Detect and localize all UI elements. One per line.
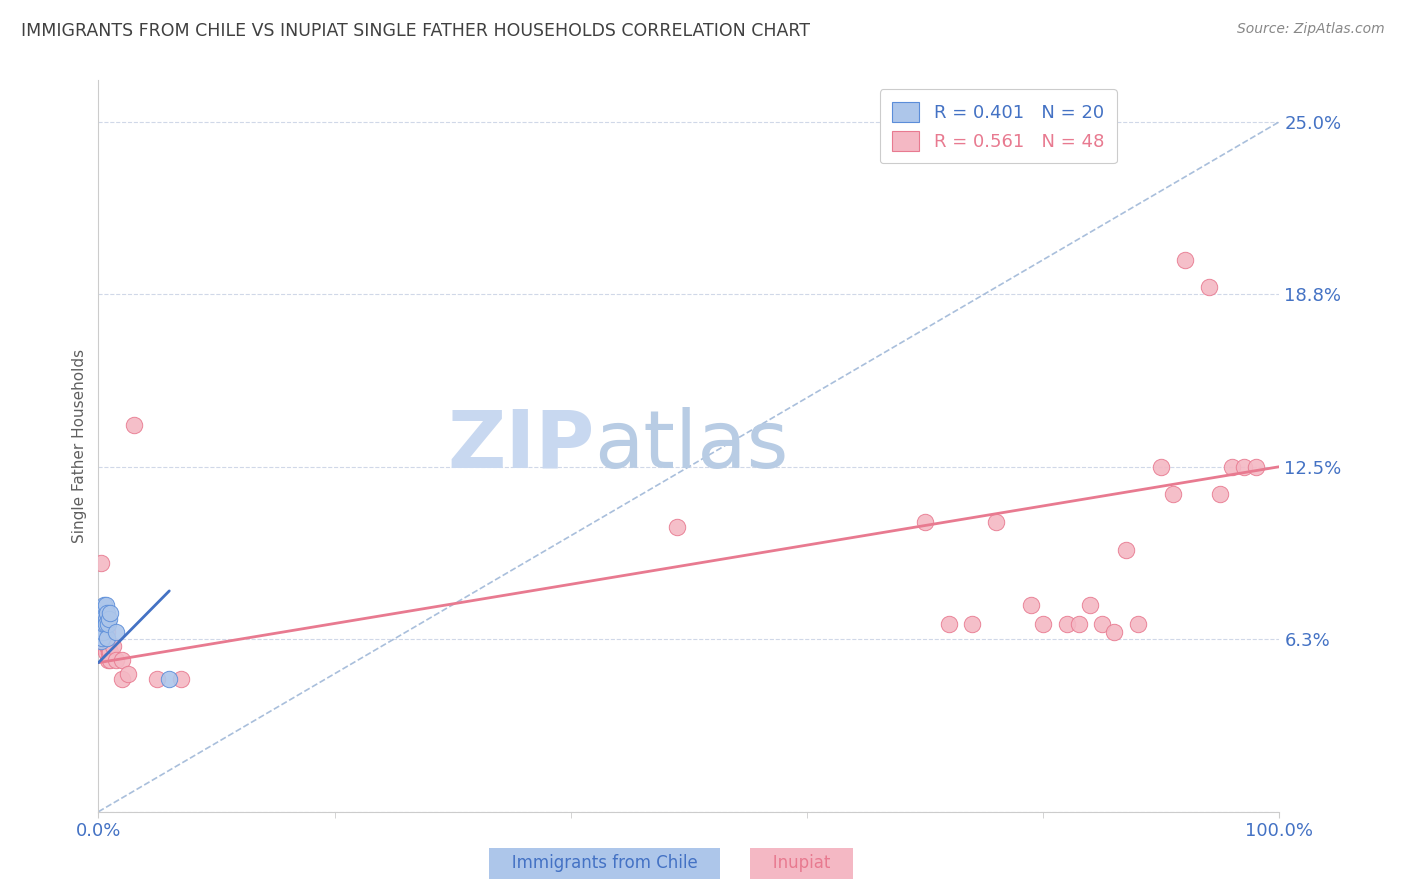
Point bbox=[91, 631, 114, 645]
Point bbox=[91, 617, 114, 632]
Point bbox=[90, 557, 112, 571]
Point bbox=[93, 617, 115, 632]
Text: atlas: atlas bbox=[595, 407, 789, 485]
Point bbox=[98, 611, 121, 625]
Point bbox=[111, 653, 134, 667]
Point bbox=[94, 645, 117, 659]
Point bbox=[105, 653, 128, 667]
Point bbox=[1209, 487, 1232, 501]
Point bbox=[117, 666, 139, 681]
Text: ZIP: ZIP bbox=[447, 407, 595, 485]
Point bbox=[1056, 617, 1078, 632]
Point bbox=[666, 520, 689, 534]
Point bbox=[94, 598, 117, 612]
Point bbox=[91, 639, 114, 653]
Text: IMMIGRANTS FROM CHILE VS INUPIAT SINGLE FATHER HOUSEHOLDS CORRELATION CHART: IMMIGRANTS FROM CHILE VS INUPIAT SINGLE … bbox=[21, 22, 810, 40]
Point bbox=[90, 617, 112, 632]
Point bbox=[93, 617, 115, 632]
Point bbox=[170, 672, 193, 686]
Point bbox=[146, 672, 169, 686]
Point bbox=[93, 625, 115, 640]
Point bbox=[96, 639, 118, 653]
Point bbox=[105, 625, 128, 640]
Point bbox=[98, 645, 121, 659]
Y-axis label: Single Father Households: Single Father Households bbox=[72, 349, 87, 543]
Point bbox=[1126, 617, 1149, 632]
Point bbox=[91, 639, 114, 653]
Point bbox=[98, 606, 121, 620]
Point bbox=[1220, 459, 1243, 474]
Point bbox=[91, 611, 114, 625]
Point bbox=[1161, 487, 1184, 501]
Legend: R = 0.401   N = 20, R = 0.561   N = 48: R = 0.401 N = 20, R = 0.561 N = 48 bbox=[880, 89, 1116, 163]
Point bbox=[122, 418, 145, 433]
Point bbox=[1115, 542, 1137, 557]
Point bbox=[94, 617, 117, 632]
Point bbox=[938, 617, 960, 632]
Point bbox=[96, 606, 118, 620]
Point bbox=[1021, 598, 1043, 612]
Point bbox=[96, 625, 118, 640]
Point bbox=[1233, 459, 1256, 474]
Point bbox=[98, 645, 121, 659]
Point bbox=[89, 625, 111, 640]
Point bbox=[1102, 625, 1125, 640]
Point bbox=[111, 672, 134, 686]
Text: Inupiat: Inupiat bbox=[756, 855, 846, 872]
Point bbox=[1091, 617, 1114, 632]
Point bbox=[1032, 617, 1054, 632]
Point bbox=[97, 639, 120, 653]
Point bbox=[91, 625, 114, 640]
Point bbox=[1080, 598, 1102, 612]
Text: Source: ZipAtlas.com: Source: ZipAtlas.com bbox=[1237, 22, 1385, 37]
Point bbox=[914, 515, 936, 529]
Point bbox=[157, 672, 180, 686]
Point bbox=[93, 639, 115, 653]
Point bbox=[1174, 252, 1197, 267]
Point bbox=[1067, 617, 1090, 632]
Point bbox=[94, 611, 117, 625]
Point bbox=[984, 515, 1007, 529]
Point bbox=[91, 625, 114, 640]
Point bbox=[1244, 459, 1267, 474]
Point bbox=[93, 598, 115, 612]
Text: Immigrants from Chile: Immigrants from Chile bbox=[496, 855, 713, 872]
Point bbox=[91, 625, 114, 640]
Point bbox=[90, 633, 112, 648]
Point bbox=[91, 606, 114, 620]
Point bbox=[97, 617, 120, 632]
Point bbox=[98, 653, 121, 667]
Point bbox=[94, 617, 117, 632]
Point bbox=[1198, 280, 1220, 294]
Point bbox=[97, 653, 120, 667]
Point bbox=[101, 639, 124, 653]
Point bbox=[94, 633, 117, 648]
Point bbox=[1150, 459, 1173, 474]
Point bbox=[96, 631, 118, 645]
Point bbox=[962, 617, 984, 632]
